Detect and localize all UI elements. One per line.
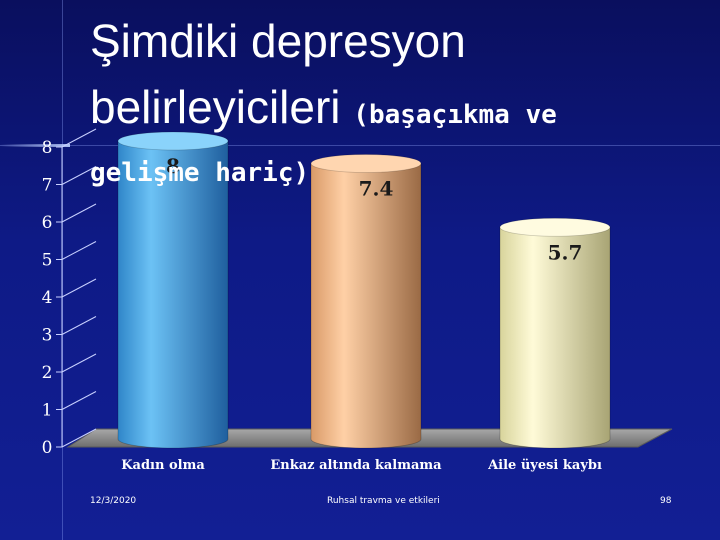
- y-tick-label: 3: [42, 326, 53, 346]
- y-tick-depth-line: [61, 166, 97, 185]
- y-tick-label: 6: [42, 213, 53, 233]
- title-line-2-main: belirleyicileri: [90, 81, 354, 133]
- category-label: Kadın olma: [121, 458, 205, 473]
- bar-body: [310, 163, 422, 449]
- bar-top: [499, 217, 611, 237]
- category-label: Enkaz altında kalmama: [270, 458, 442, 473]
- footer-page-number: 98: [660, 496, 672, 506]
- footer-date: 12/3/2020: [90, 496, 137, 506]
- y-tick-label: 4: [42, 288, 53, 308]
- y-tick-depth-line: [61, 353, 97, 373]
- y-tick-label: 7: [42, 176, 53, 196]
- y-tick-depth-line: [61, 278, 97, 298]
- y-tick-label: 1: [42, 401, 53, 421]
- bar-body: [499, 226, 611, 449]
- bar: [310, 154, 422, 449]
- data-label: 7.4: [359, 177, 394, 201]
- footer-center-text: Ruhsal travma ve etkileri: [327, 496, 440, 506]
- y-tick-label: 2: [42, 363, 53, 383]
- y-tick-label: 5: [42, 251, 53, 271]
- bar: [117, 131, 229, 449]
- title-line-2-sub: (başaçıkma ve: [353, 100, 557, 130]
- y-tick-depth-line: [61, 316, 97, 335]
- y-tick-depth-line: [61, 203, 97, 223]
- title-line-3: gelişme hariç): [90, 158, 310, 188]
- decorative-horizontal-line: [0, 145, 720, 146]
- bar-top: [310, 154, 422, 173]
- y-tick-depth-line: [61, 128, 97, 148]
- slide-title: Şimdiki depresyon belirleyicileri (başaç…: [90, 14, 690, 204]
- data-label: 8: [166, 154, 180, 178]
- data-label: 5.7: [548, 240, 583, 264]
- bar-top: [117, 131, 229, 151]
- bar-body: [117, 140, 229, 449]
- y-tick-depth-line: [61, 428, 97, 448]
- y-tick-depth-line: [61, 391, 97, 410]
- y-tick-label: 0: [42, 438, 53, 458]
- bar: [499, 217, 611, 449]
- y-tick-label: 8: [42, 138, 53, 158]
- decorative-glow-line: [0, 144, 70, 147]
- category-label: Aile üyesi kaybı: [487, 458, 602, 473]
- title-line-1: Şimdiki depresyon: [90, 15, 466, 67]
- y-tick-depth-line: [61, 241, 97, 260]
